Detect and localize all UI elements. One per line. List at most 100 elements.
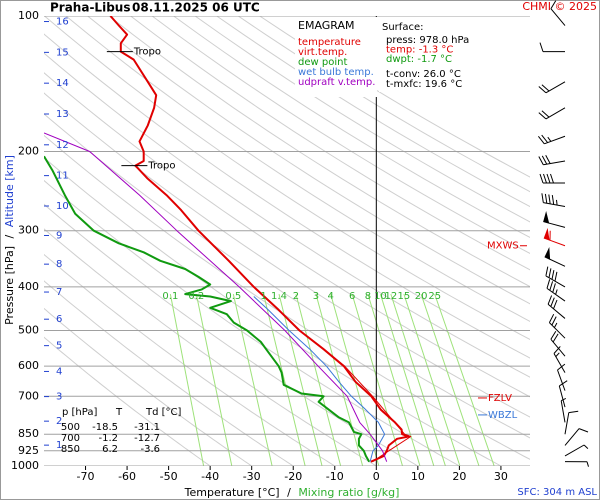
x-tick-label: -60	[118, 470, 136, 483]
wind-barb	[558, 380, 568, 408]
dry-adiabat	[173, 16, 530, 239]
altitude-tick-label: 2	[56, 416, 62, 427]
table-cell: -18.5	[92, 422, 118, 433]
mixing-ratio-line	[403, 293, 461, 466]
x-tick-label: -50	[160, 470, 178, 483]
mixing-ratio-label: 0.2	[188, 291, 204, 302]
y-tick-label: 100	[18, 9, 39, 22]
altitude-tick-label: 16	[56, 17, 69, 28]
wind-barb	[560, 397, 567, 423]
y-tick-label: 200	[18, 144, 39, 157]
wind-barb	[564, 444, 589, 457]
legend-entry: temperature	[298, 37, 361, 48]
x-tick-label: -30	[243, 470, 261, 483]
table-cell: 6.2	[102, 444, 118, 455]
wind-barb	[550, 330, 566, 357]
table-header: T	[115, 407, 123, 418]
altitude-tick-label: 7	[56, 287, 62, 298]
x-label: Temperature [°C]	[184, 486, 280, 499]
level-label: MXWS	[487, 241, 519, 252]
surface-box	[379, 17, 463, 92]
surface-line: press: 978.0 hPa	[386, 35, 469, 46]
altitude-tick-label: 5	[56, 341, 62, 352]
wind-barb	[544, 246, 566, 267]
altitude-tick-label: 8	[56, 259, 62, 270]
legend-entry: udpraft v.temp.	[298, 77, 375, 88]
table-cell: -1.2	[98, 433, 118, 444]
dry-adiabat	[151, 16, 530, 255]
altitude-tick-label: 4	[56, 366, 62, 377]
mixing-ratio-line	[379, 293, 435, 466]
level-label: WBZL	[488, 410, 518, 421]
y-tick-label: 400	[18, 280, 39, 293]
legend-title: EMAGRAM	[298, 19, 355, 32]
altitude-tick-label: 15	[56, 47, 69, 58]
y-tick-label: 850	[18, 427, 39, 440]
legend-entry: dew point	[298, 57, 347, 68]
station: Praha-Libus	[50, 1, 130, 15]
tropopause-label: Tropo	[147, 161, 175, 172]
time: 08.11.2025 06 UTC	[132, 1, 260, 15]
x-axis-label: Temperature [°C] / Mixing ratio [g/kg]	[184, 486, 400, 499]
wind-barb	[553, 346, 566, 373]
y2-label: Altitude [km]	[3, 155, 16, 227]
mixing-ratio-line	[169, 294, 205, 466]
mixing-ratio-line	[195, 294, 233, 466]
surface-title: Surface:	[382, 22, 423, 33]
table-cell: 850	[61, 444, 80, 455]
profile-line	[44, 155, 371, 463]
mixing-ratio-line	[420, 293, 480, 466]
y-tick-label: 1000	[11, 459, 39, 472]
table-cell: 500	[61, 422, 80, 433]
mixing-ratio-line	[434, 293, 495, 466]
wind-barb	[564, 461, 589, 467]
surface-line: t-mxfc: 19.6 °C	[386, 79, 462, 90]
x-tick-label: -70	[77, 470, 95, 483]
mixing-ratio-label: 10	[374, 291, 387, 302]
wind-barb	[564, 428, 589, 446]
altitude-tick-label: 6	[56, 314, 62, 325]
wind-barb	[539, 42, 566, 53]
wind-barb	[538, 134, 566, 145]
wind-barb	[543, 211, 566, 228]
y-tick-label: 300	[18, 224, 39, 237]
table-cell: -12.7	[134, 433, 160, 444]
table-cell: -31.1	[134, 422, 160, 433]
x-tick-label: 10	[411, 470, 425, 483]
wind-barb	[547, 295, 566, 319]
mixing-ratio-line	[351, 293, 404, 466]
wind-barb	[557, 363, 566, 391]
x-tick-label: 0	[373, 470, 380, 483]
wind-barb	[545, 266, 566, 288]
altitude-tick-label: 1	[56, 440, 62, 451]
dry-adiabat	[108, 16, 530, 288]
x-tick-label: -10	[326, 470, 344, 483]
dry-adiabat	[44, 52, 530, 378]
y-label: Pressure [hPa]	[3, 246, 16, 325]
mixing-ratio-line	[278, 294, 323, 466]
y-tick-label: 600	[18, 359, 39, 372]
mixing-ratio-label: 25	[428, 291, 441, 302]
wind-barb	[548, 313, 566, 339]
wind-barb	[543, 227, 566, 247]
mixing-ratio-line	[295, 293, 342, 466]
dry-adiabat	[44, 16, 530, 341]
wind-barb	[538, 155, 566, 166]
mixing-ratio-line	[263, 294, 306, 466]
mixing-ratio-label: 6	[349, 291, 355, 302]
mixing-ratio-label: 4	[327, 291, 333, 302]
mixing-ratio-label: 8	[365, 291, 371, 302]
dry-adiabat	[194, 16, 530, 223]
mixing-ratio-label: 12	[385, 291, 398, 302]
mixing-ratio-label: 0.1	[162, 291, 178, 302]
mixing-ratio-label: 20	[415, 291, 428, 302]
altitude-tick-label: 3	[56, 392, 62, 403]
mixing-ratio-label: 1	[260, 291, 266, 302]
copyright: CHMI © 2025	[522, 0, 597, 13]
dry-adiabat	[44, 72, 530, 398]
mixing-ratio-label: 1.4	[271, 291, 287, 302]
mixing-ratio-label: 3	[313, 291, 319, 302]
y-axis-label: Pressure [hPa] / Altitude [km]	[3, 155, 16, 325]
mixing-ratio-label: 15	[398, 291, 411, 302]
